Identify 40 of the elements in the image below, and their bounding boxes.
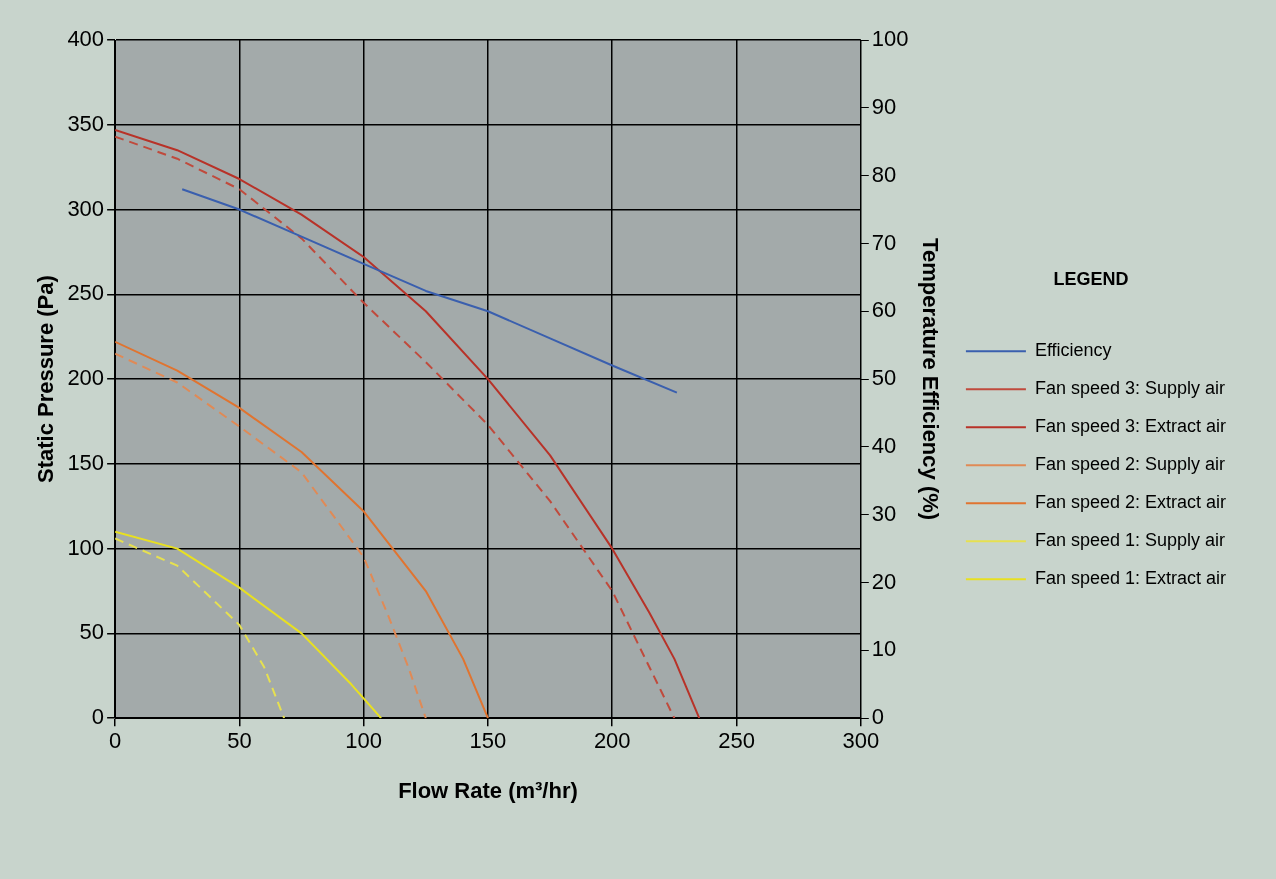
legend-label: Fan speed 2: Supply air (1034, 454, 1226, 475)
y-tick-label: 100 (67, 534, 105, 560)
legend-label: Fan speed 3: Supply air (1034, 378, 1226, 399)
x-tick-label: 250 (718, 728, 755, 754)
y2-tick-label: 100 (871, 26, 909, 52)
y2-tick-label: 70 (871, 229, 897, 255)
legend-label: Fan speed 3: Extract air (1034, 416, 1227, 437)
y2-tick-label: 90 (871, 93, 897, 119)
y-tick-label: 300 (67, 195, 105, 221)
x-tick-label: 100 (345, 728, 383, 754)
x-tick-label: 200 (593, 728, 631, 754)
x-axis-title: Flow Rate (m³/hr) (398, 777, 578, 803)
y-axis-title: Static Pressure (Pa) (33, 275, 59, 484)
y-tick-label: 250 (67, 280, 105, 306)
legend-label: Fan speed 1: Extract air (1034, 568, 1227, 589)
y2-tick-label: 60 (871, 297, 897, 323)
legend-title: LEGEND (1053, 268, 1129, 289)
y-tick-label: 0 (91, 704, 105, 730)
legend-label: Fan speed 2: Extract air (1034, 492, 1227, 513)
y2-tick-label: 10 (871, 636, 897, 662)
y-tick-label: 50 (79, 619, 105, 645)
y2-tick-label: 20 (871, 568, 897, 594)
y2-tick-label: 80 (871, 161, 897, 187)
y-tick-label: 400 (67, 26, 105, 52)
y2-tick-label: 50 (871, 365, 897, 391)
y-tick-label: 150 (67, 449, 105, 475)
y-tick-label: 200 (67, 365, 105, 391)
legend-label: Fan speed 1: Supply air (1034, 530, 1226, 551)
y2-tick-label: 30 (871, 500, 897, 526)
y-tick-label: 350 (67, 110, 105, 136)
y2-tick-label: 0 (871, 704, 885, 730)
line-series (115, 537, 286, 719)
y2-axis-title: Temperature Efficiency (%) (917, 238, 943, 521)
legend-label: Efficiency (1034, 340, 1112, 361)
x-tick-label: 50 (227, 728, 252, 754)
x-tick-label: 0 (108, 728, 122, 754)
y2-tick-label: 40 (871, 432, 897, 458)
line-series (115, 352, 427, 719)
x-tick-label: 150 (469, 728, 507, 754)
x-tick-label: 300 (842, 728, 880, 754)
